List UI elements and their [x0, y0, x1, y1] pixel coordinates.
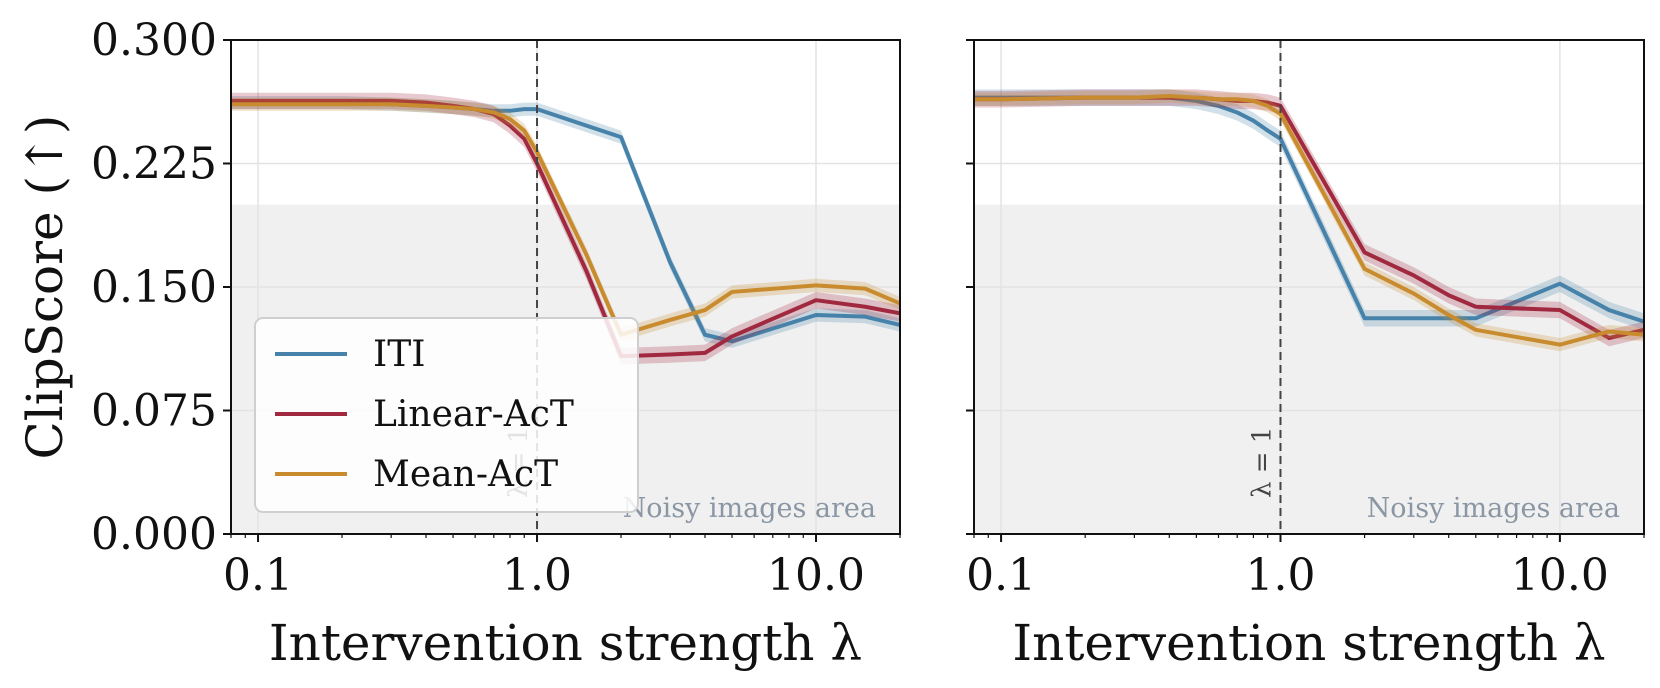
- lambda-label: λ = 1: [1247, 427, 1277, 498]
- noisy-area-label: Noisy images area: [623, 493, 876, 524]
- legend: ITI Linear-AcT Mean-AcT: [254, 317, 639, 513]
- series-line-mean-act: [974, 93, 1644, 347]
- ytick-label: 0.000: [91, 509, 217, 560]
- series-group: [974, 89, 1644, 352]
- xtick-label: 10.0: [767, 550, 865, 601]
- right-panel: Noisy images area λ = 1 0.1 1.0 10.0 Interven…: [966, 39, 1645, 672]
- xtick-label: 1.0: [502, 550, 572, 601]
- series-line-linear-act: [231, 98, 900, 359]
- x-axis-label: Intervention strength λ: [1012, 614, 1605, 672]
- ytick-label: 0.225: [91, 139, 217, 190]
- ytick-label: 0.075: [91, 386, 217, 437]
- legend-label-mean-act: Mean-AcT: [373, 454, 558, 495]
- series-group: [231, 92, 900, 365]
- legend-label-iti: ITI: [373, 334, 425, 375]
- xtick-label: 10.0: [1511, 550, 1609, 601]
- ytick-label: 0.150: [91, 262, 217, 313]
- xtick-label: 0.1: [223, 550, 293, 601]
- noisy-area-label: Noisy images area: [1367, 493, 1620, 524]
- legend-box: [254, 317, 639, 513]
- ytick-label: 0.300: [91, 15, 217, 66]
- noisy-region: [974, 204, 1644, 534]
- legend-label-linear-act: Linear-AcT: [373, 394, 574, 435]
- y-axis-label: ClipScore (↑): [16, 115, 74, 460]
- series-line-mean-act: [231, 102, 900, 337]
- xtick-label: 0.1: [966, 550, 1036, 601]
- xtick-label: 1.0: [1245, 550, 1315, 601]
- x-axis-label: Intervention strength λ: [269, 614, 862, 672]
